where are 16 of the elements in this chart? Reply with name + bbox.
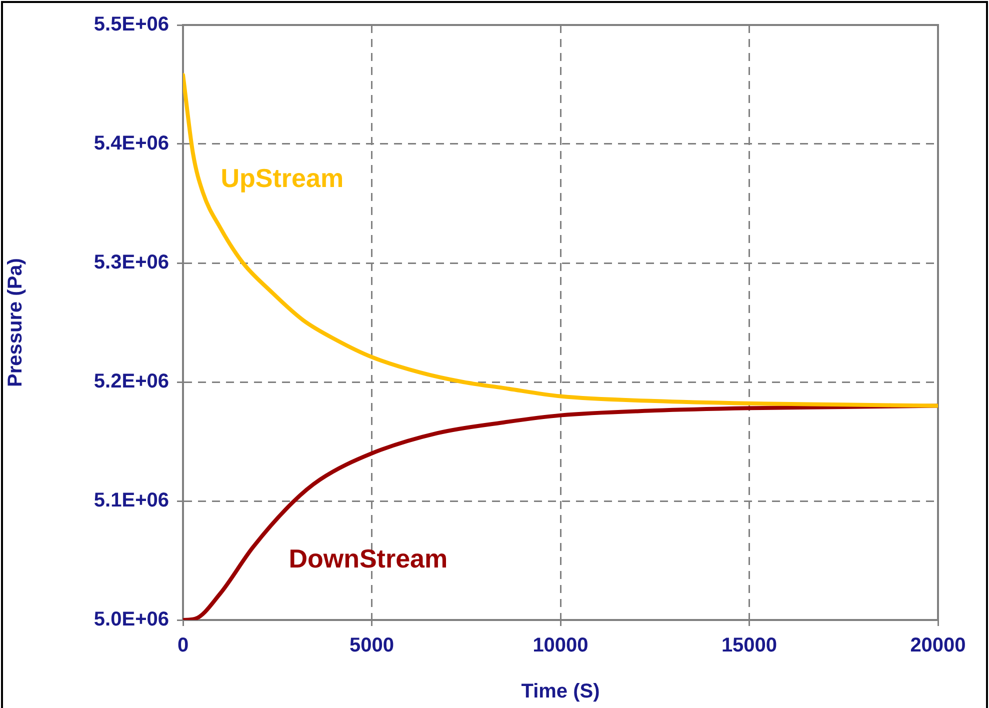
y-tick-label: 5.0E+06 — [94, 608, 169, 631]
y-tick-label: 5.3E+06 — [94, 252, 169, 274]
x-axis-title: Time (S) — [521, 680, 600, 703]
x-tick-label: 10000 — [532, 634, 588, 657]
y-tick-label: 5.4E+06 — [94, 132, 169, 155]
y-tick-label: 5.1E+06 — [94, 490, 169, 512]
y-tick-label: 5.5E+06 — [94, 14, 169, 36]
x-tick-label: 5000 — [350, 634, 394, 657]
x-tick-label: 0 — [177, 634, 189, 657]
series-label: DownStream — [288, 544, 448, 574]
series-label: UpStream — [220, 162, 344, 193]
y-tick-label: 5.2E+06 — [94, 370, 169, 393]
x-tick-label: 15000 — [721, 634, 778, 657]
line-series — [183, 72, 938, 408]
y-axis-title: Pressure (Pa) — [4, 258, 27, 387]
x-tick-label: 20000 — [910, 634, 966, 657]
